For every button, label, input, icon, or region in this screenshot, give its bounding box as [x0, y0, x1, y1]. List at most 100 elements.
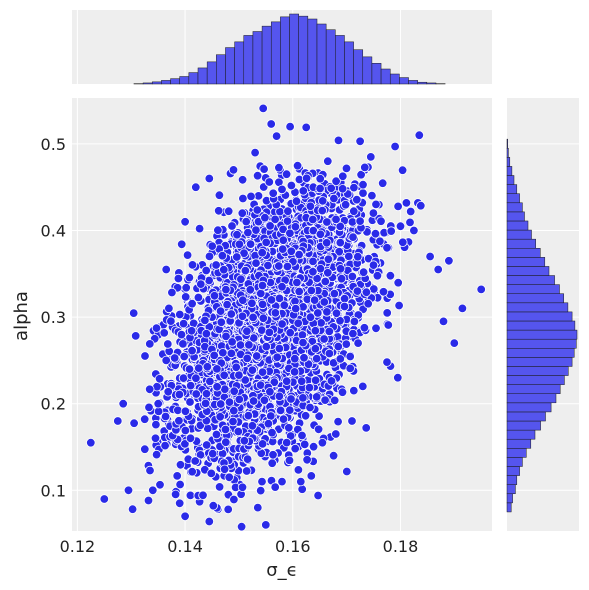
scatter-point	[282, 376, 292, 386]
scatter-point	[345, 351, 355, 362]
scatter-point	[180, 511, 190, 522]
scatter-point	[267, 428, 277, 438]
scatter-point	[247, 421, 258, 431]
scatter-point	[269, 377, 280, 387]
scatter-point	[308, 214, 318, 225]
scatter-point	[224, 472, 234, 483]
scatter-point	[191, 389, 201, 399]
marginal-y-bar	[506, 329, 578, 340]
scatter-point	[322, 307, 332, 317]
scatter-point	[315, 183, 325, 194]
scatter-point	[234, 394, 245, 405]
scatter-point	[313, 308, 323, 318]
scatter-point	[160, 411, 171, 422]
scatter-point	[274, 343, 285, 354]
scatter-point	[409, 225, 419, 236]
marginal-x-bar	[362, 56, 373, 85]
scatter-point	[285, 121, 295, 132]
scatter-point	[236, 274, 246, 284]
scatter-point	[324, 348, 335, 359]
scatter-point	[298, 186, 309, 196]
scatter-point	[253, 502, 263, 513]
scatter-point	[198, 490, 208, 501]
scatter-point	[208, 501, 219, 511]
marginal-y-bar	[506, 411, 546, 422]
scatter-plot	[72, 98, 492, 532]
scatter-point	[266, 119, 276, 129]
scatter-point	[265, 387, 275, 397]
scatter-point	[322, 238, 332, 248]
scatter-point	[274, 391, 285, 402]
scatter-point	[221, 437, 231, 447]
y-axis-label: alpha	[11, 291, 32, 341]
x-tick-label: 0.14	[167, 537, 203, 556]
scatter-point	[378, 287, 389, 297]
scatter-point	[289, 367, 300, 377]
scatter-point	[231, 362, 241, 373]
scatter-point	[394, 300, 404, 311]
marginal-y-bar	[506, 448, 527, 458]
marginal-y-bar	[506, 357, 573, 367]
scatter-point	[129, 418, 139, 428]
scatter-point	[245, 239, 256, 249]
marginal-x-bar	[197, 67, 208, 85]
scatter-point	[270, 482, 280, 492]
scatter-point	[167, 287, 177, 298]
scatter-point	[383, 320, 394, 330]
scatter-point	[163, 387, 173, 397]
scatter-point	[331, 308, 342, 319]
scatter-point	[251, 225, 261, 235]
scatter-point	[175, 479, 185, 490]
marginal-y-bar	[506, 211, 525, 222]
scatter-point	[187, 260, 198, 270]
marginal-x-bar	[170, 78, 180, 85]
scatter-point	[200, 398, 211, 409]
scatter-point	[242, 326, 252, 336]
scatter-point	[277, 282, 287, 292]
scatter-point	[207, 449, 218, 459]
scatter-point	[356, 169, 366, 180]
marginal-y-histogram	[506, 98, 579, 531]
scatter-point	[180, 439, 190, 449]
scatter-point	[257, 299, 268, 310]
marginal-x-bar	[206, 61, 217, 85]
scatter-point	[244, 340, 254, 350]
scatter-point	[297, 376, 307, 386]
scatter-point	[151, 419, 161, 430]
scatter-point	[335, 221, 345, 232]
marginal-y-bar	[506, 338, 577, 349]
scatter-point	[259, 395, 270, 406]
scatter-point	[257, 439, 268, 449]
scatter-point	[376, 216, 386, 226]
marginal-y-bar	[506, 384, 561, 394]
scatter-point	[161, 355, 171, 366]
scatter-point	[337, 387, 348, 397]
scatter-point	[292, 277, 302, 288]
scatter-point	[382, 357, 392, 367]
scatter-point	[358, 179, 368, 190]
scatter-point	[312, 273, 322, 284]
scatter-point	[178, 318, 189, 329]
scatter-point	[372, 271, 383, 281]
scatter-point	[283, 206, 293, 216]
marginal-x-bar	[234, 41, 245, 85]
marginal-y-bar	[506, 475, 518, 485]
marginal-x-bar	[344, 41, 354, 85]
marginal-y-bar	[506, 275, 555, 285]
scatter-point	[313, 424, 324, 435]
scatter-point	[323, 254, 334, 264]
scatter-point	[319, 297, 330, 307]
scatter-point	[275, 405, 286, 416]
scatter-point	[281, 169, 292, 179]
scatter-point	[326, 376, 337, 386]
scatter-point	[196, 279, 206, 289]
scatter-point	[261, 341, 272, 352]
scatter-point	[282, 261, 293, 272]
scatter-point	[355, 136, 365, 147]
scatter-point	[335, 354, 346, 364]
scatter-point	[401, 198, 412, 208]
x-tick-label: 0.16	[275, 537, 311, 556]
scatter-point	[270, 308, 281, 318]
scatter-point	[155, 480, 165, 490]
scatter-point	[123, 485, 134, 496]
